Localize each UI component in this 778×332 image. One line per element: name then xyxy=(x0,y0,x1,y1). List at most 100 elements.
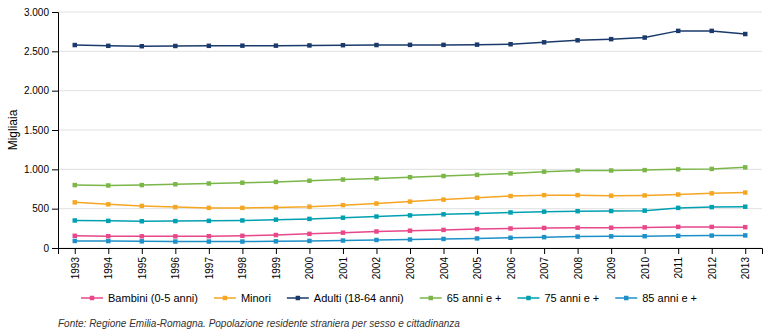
point xyxy=(676,167,680,171)
point xyxy=(709,167,713,171)
y-tick-label: 500 xyxy=(32,203,49,214)
plot: 05001.0001.5002.0002.5003.00019931994199… xyxy=(24,7,763,280)
point xyxy=(341,238,345,242)
point xyxy=(642,193,646,197)
x-tick: 2005 xyxy=(472,248,483,279)
point xyxy=(575,209,579,213)
point xyxy=(207,181,211,185)
point xyxy=(106,183,110,187)
point xyxy=(408,213,412,217)
point xyxy=(609,209,613,213)
point xyxy=(642,35,646,39)
y-tick-label: 0 xyxy=(43,243,49,254)
legend-item: 65 anni e + xyxy=(420,292,502,304)
y-tick-label: 1.000 xyxy=(24,164,49,175)
x-tick-label: 2002 xyxy=(371,257,382,280)
legend-item: Adulti (18-64 anni) xyxy=(287,292,404,304)
point xyxy=(609,193,613,197)
x-tick-mark xyxy=(209,248,210,254)
point xyxy=(542,169,546,173)
y-tick-mark xyxy=(52,51,58,52)
x-tick-label: 1998 xyxy=(237,257,248,280)
x-tick: 2007 xyxy=(539,248,550,279)
x-tick-mark xyxy=(309,248,310,254)
point xyxy=(441,237,445,241)
x-tick-label: 2004 xyxy=(439,257,450,280)
point xyxy=(173,205,177,209)
x-tick-mark xyxy=(511,248,512,254)
point xyxy=(374,43,378,47)
series xyxy=(73,204,748,223)
point xyxy=(475,227,479,231)
grid-line xyxy=(58,130,762,131)
legend-item: 75 anni e + xyxy=(517,292,599,304)
point xyxy=(240,206,244,210)
x-tick: 2012 xyxy=(707,248,718,279)
point xyxy=(408,228,412,232)
y-tick-label: 1.500 xyxy=(24,125,49,136)
x-tick: 2003 xyxy=(405,248,416,279)
point xyxy=(475,211,479,215)
point xyxy=(575,168,579,172)
point xyxy=(140,234,144,238)
point xyxy=(106,219,110,223)
point xyxy=(542,226,546,230)
point xyxy=(743,32,747,36)
point xyxy=(140,183,144,187)
point xyxy=(173,219,177,223)
point xyxy=(709,205,713,209)
x-tick-label: 1997 xyxy=(204,257,215,280)
point xyxy=(73,234,77,238)
point xyxy=(441,212,445,216)
point xyxy=(676,225,680,229)
point xyxy=(743,165,747,169)
legend-marker xyxy=(428,296,432,300)
point xyxy=(307,232,311,236)
y-tick-label: 2.000 xyxy=(24,85,49,96)
point xyxy=(676,206,680,210)
x-tick-mark xyxy=(578,248,579,254)
y-tick-mark xyxy=(52,248,58,249)
point xyxy=(73,183,77,187)
point xyxy=(106,234,110,238)
legend-item: Bambini (0-5 anni) xyxy=(81,292,198,304)
point xyxy=(609,168,613,172)
y-tick-label: 2.500 xyxy=(24,46,49,57)
point xyxy=(274,239,278,243)
point xyxy=(508,42,512,46)
point xyxy=(173,239,177,243)
legend-label: Minori xyxy=(241,292,271,304)
point xyxy=(274,217,278,221)
point xyxy=(240,218,244,222)
x-tick-label: 2000 xyxy=(304,257,315,280)
point xyxy=(341,203,345,207)
x-tick-label: 1996 xyxy=(170,257,181,280)
point xyxy=(374,214,378,218)
point xyxy=(475,236,479,240)
point xyxy=(307,217,311,221)
point xyxy=(374,238,378,242)
x-tick: 2004 xyxy=(439,248,450,279)
x-tick-label: 2011 xyxy=(673,257,684,279)
x-tick: 2001 xyxy=(338,248,349,279)
point xyxy=(274,180,278,184)
x-axis-line xyxy=(59,249,763,255)
point xyxy=(709,225,713,229)
marks xyxy=(73,29,748,244)
series xyxy=(73,225,748,239)
legend-marker xyxy=(624,296,628,300)
x-tick-mark xyxy=(376,248,377,254)
y-tick: 500 xyxy=(32,203,58,214)
x-tick: 2011 xyxy=(673,248,684,279)
x-tick-label: 2006 xyxy=(506,257,517,280)
y-axis-title: Migliaia xyxy=(6,109,20,150)
x-tick: 2010 xyxy=(640,248,651,279)
x-tick: 2000 xyxy=(304,248,315,279)
chart: 05001.0001.5002.0002.5003.00019931994199… xyxy=(0,0,778,332)
point xyxy=(709,191,713,195)
point xyxy=(508,171,512,175)
x-tick-mark xyxy=(611,248,612,254)
x-tick: 2009 xyxy=(606,248,617,279)
legend-marker xyxy=(223,296,227,300)
point xyxy=(140,239,144,243)
